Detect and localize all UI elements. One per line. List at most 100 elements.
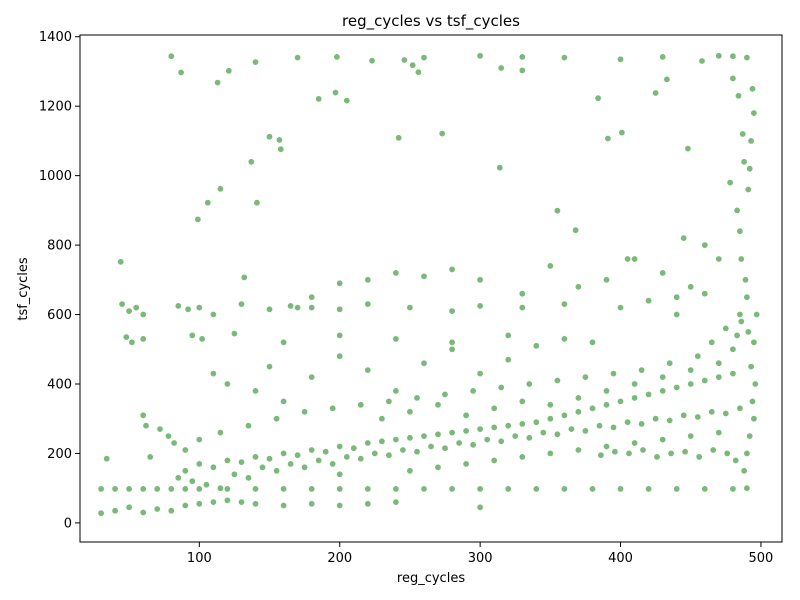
data-point — [525, 380, 533, 388]
data-point — [744, 328, 752, 336]
data-point — [546, 262, 554, 270]
data-point — [223, 456, 231, 464]
data-point — [409, 61, 417, 69]
data-point — [322, 448, 330, 456]
data-point — [420, 359, 428, 367]
data-point — [733, 331, 741, 339]
data-point — [315, 456, 323, 464]
data-point — [645, 485, 653, 493]
data-point — [741, 276, 749, 284]
data-point — [653, 453, 661, 461]
data-point — [350, 444, 358, 452]
data-point — [331, 89, 339, 97]
data-point — [729, 370, 737, 378]
data-point — [364, 485, 372, 493]
data-point — [413, 448, 421, 456]
data-point — [588, 338, 596, 346]
data-point — [602, 442, 610, 450]
data-point — [560, 335, 568, 343]
data-point — [687, 283, 695, 291]
data-point — [750, 415, 758, 423]
data-point — [594, 94, 602, 102]
data-point — [539, 429, 547, 437]
x-tick-label: 100 — [187, 551, 212, 566]
data-point — [553, 430, 561, 438]
data-point — [625, 449, 633, 457]
data-point — [659, 269, 667, 277]
data-point — [680, 234, 688, 242]
data-point — [378, 437, 386, 445]
data-point — [329, 460, 337, 468]
data-point — [258, 463, 266, 471]
data-point — [406, 408, 414, 416]
data-point — [280, 485, 288, 493]
data-point — [624, 418, 632, 426]
data-point — [336, 470, 344, 478]
data-point — [715, 52, 723, 60]
data-point — [308, 293, 316, 301]
data-point — [336, 485, 344, 493]
data-point — [209, 463, 217, 471]
data-point — [746, 432, 754, 440]
data-point — [209, 370, 217, 378]
data-point — [609, 423, 617, 431]
x-axis: 100 200 300 400 500 — [187, 542, 773, 566]
data-point — [420, 54, 428, 62]
data-point — [188, 331, 196, 339]
data-point — [277, 145, 285, 153]
data-point — [184, 305, 192, 313]
data-point — [497, 64, 505, 72]
data-point — [476, 52, 484, 60]
data-point — [146, 453, 154, 461]
data-point — [399, 446, 407, 454]
data-point — [420, 272, 428, 280]
data-point — [275, 136, 283, 144]
data-point — [574, 283, 582, 291]
data-point — [122, 333, 130, 341]
data-point — [726, 179, 734, 187]
data-point — [546, 449, 554, 457]
data-point — [125, 503, 133, 511]
data-point — [329, 404, 337, 412]
y-tick-label: 1400 — [39, 30, 72, 45]
data-point — [687, 380, 695, 388]
data-point — [448, 485, 456, 493]
data-point — [214, 79, 222, 87]
data-point — [567, 425, 575, 433]
data-point — [252, 453, 260, 461]
data-point — [195, 436, 203, 444]
data-point — [715, 429, 723, 437]
data-point — [181, 446, 189, 454]
data-point — [139, 310, 147, 318]
data-point — [301, 463, 309, 471]
data-point — [701, 376, 709, 384]
data-point — [125, 307, 133, 315]
data-point — [308, 304, 316, 312]
data-point — [252, 387, 260, 395]
data-point — [392, 335, 400, 343]
data-point — [469, 441, 477, 449]
data-point — [308, 485, 316, 493]
data-point — [483, 436, 491, 444]
data-point — [111, 507, 119, 515]
data-point — [476, 302, 484, 310]
data-point — [652, 415, 660, 423]
data-point — [240, 273, 248, 281]
data-point — [294, 304, 302, 312]
data-point — [631, 255, 639, 263]
data-point — [139, 335, 147, 343]
data-point — [497, 437, 505, 445]
data-point — [294, 54, 302, 62]
data-point — [546, 415, 554, 423]
data-point — [659, 373, 667, 381]
data-point — [574, 394, 582, 402]
data-point — [560, 485, 568, 493]
data-point — [518, 420, 526, 428]
data-point — [504, 485, 512, 493]
data-point — [748, 85, 756, 93]
data-point — [597, 451, 605, 459]
data-point — [223, 496, 231, 504]
data-point — [118, 300, 126, 308]
data-point — [392, 269, 400, 277]
data-point — [308, 373, 316, 381]
